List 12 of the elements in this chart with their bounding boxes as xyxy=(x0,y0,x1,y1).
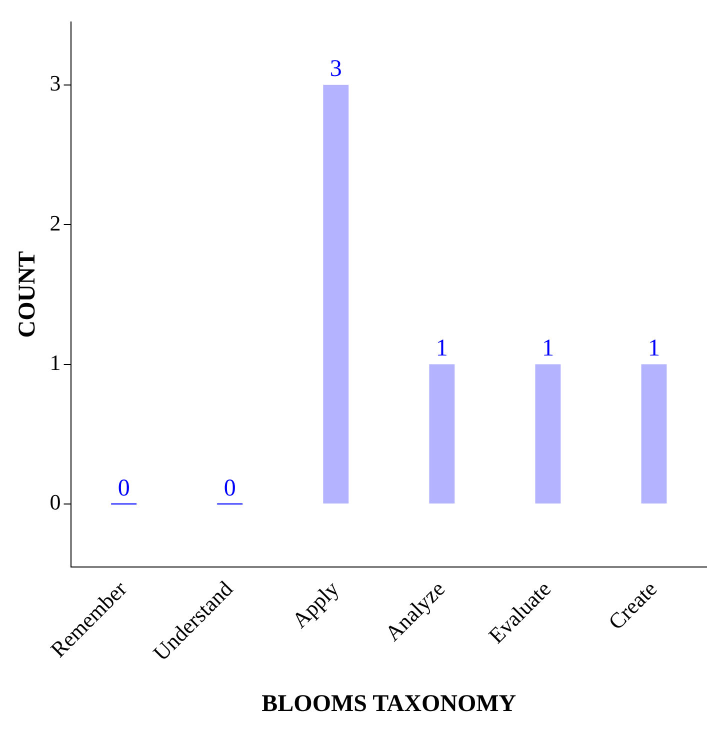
data-label: 0 xyxy=(118,475,130,502)
y-tick-label: 2 xyxy=(50,210,61,236)
y-tick-label: 3 xyxy=(50,70,61,96)
data-label: 1 xyxy=(436,336,448,362)
x-axis-title: BLOOMS TAXONOMY xyxy=(262,690,516,717)
data-label: 1 xyxy=(542,336,554,362)
data-label: 1 xyxy=(648,336,660,362)
data-label: 3 xyxy=(330,56,342,82)
y-tick-label: 1 xyxy=(50,350,61,376)
y-axis-title: COUNT xyxy=(14,251,41,338)
y-tick-label: 0 xyxy=(50,490,61,515)
data-label: 0 xyxy=(224,475,236,502)
